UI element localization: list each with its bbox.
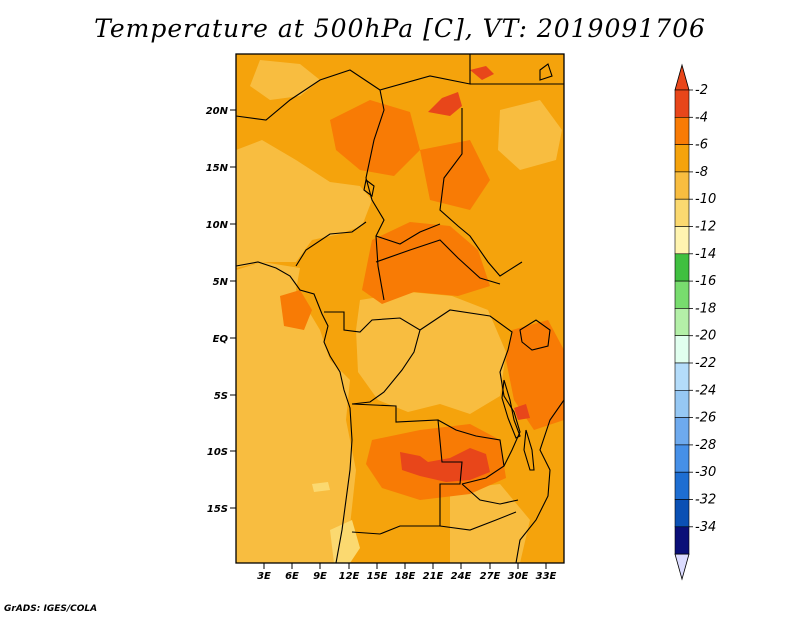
colorbar-swatch [674,144,690,173]
grads-credit: GrADS: IGES/COLA [4,604,98,614]
lon-label: 24E [451,571,472,582]
west-africa-coast [236,261,353,563]
colorbar-swatch [674,389,690,418]
field-hot-zambia [400,448,490,482]
lon-labels: 3E 6E 9E 12E 15E 18E 21E 24E 27E 30E 33E [257,571,556,582]
colorbar-swatch [674,308,690,336]
egypt-sudan-border [439,83,564,277]
colorbar-swatch [674,362,690,391]
field-cool-east [498,100,562,170]
field-warm-sudan [420,140,490,210]
lon-label: 27E [480,571,501,582]
colorbar-label: -24 [695,383,716,398]
field-cool-congo [356,292,506,414]
colorbar-label: -4 [695,110,708,125]
lat-label: 5N [213,277,229,288]
central-africa-borders [324,311,421,405]
colorbar-swatch [674,198,690,227]
colorbar-label: -20 [695,329,716,344]
zambia-border [437,419,505,485]
axis-ticks [230,109,547,569]
colorbar-label: -34 [695,520,716,535]
lat-labels: 20N 15N 10N 5N EQ 5S 10S 15S [206,106,229,515]
colorbar-swatch [674,417,690,446]
chad-car-border [375,223,501,285]
colorbar-swatch [674,335,690,364]
lon-label: 15E [367,571,388,582]
colorbar-swatch [674,526,690,555]
lon-label: 12E [339,571,360,582]
lat-label: 10S [207,447,228,458]
colorbar-label: -8 [695,165,708,180]
lon-label: 6E [285,571,299,582]
colorbar-label: -2 [695,83,708,98]
field-cool-west-sahel [236,140,372,268]
colorbar-top-arrow [674,63,690,91]
chart-title: Temperature at 500hPa [C], VT: 201909170… [94,14,706,43]
colorbar-label: -28 [695,438,716,453]
colorbar-swatch [674,444,690,473]
field-warm-gabon [280,290,312,330]
zambia-zimbabwe-border [439,483,519,531]
field-cooler-patch-angola [312,482,330,492]
lake-malawi [523,429,535,471]
temperature-field [236,54,564,563]
colorbar-swatch [674,253,690,282]
lat-label: 20N [206,106,229,117]
red-sea-coast [539,63,553,81]
colorbar-swatch [674,117,690,145]
nigeria-border [295,221,367,267]
colorbar: -2 -4 -6 -8 -10 -12 -14 -16 -18 -20 -22 -24 -26 -28 -3… [674,63,716,581]
colorbar-swatch [674,499,690,528]
colorbar-label: -14 [695,247,716,262]
field-warm-east-africa [506,320,564,430]
field-hot-libya [470,66,494,80]
mozambique-coast [515,399,564,563]
colorbar-label: -30 [695,465,716,480]
colorbar-swatch [674,280,690,309]
colorbar-label: -32 [695,493,716,508]
lon-label: 3E [257,571,271,582]
lat-label: 10N [206,220,229,231]
lat-label: 5S [214,391,228,402]
lon-label: 9E [313,571,327,582]
colorbar-label: -26 [695,411,716,426]
colorbar-label: -12 [695,220,716,235]
colorbar-swatch [674,226,690,255]
colorbar-bottom-arrow [674,553,690,581]
lat-label: 15S [207,504,228,515]
field-cool-north [250,60,320,100]
colorbar-swatch [674,471,690,500]
colorbar-swatch [674,89,690,118]
map-frame [235,53,565,564]
colorbar-label: -22 [695,356,716,371]
lake-tanganyika [501,379,521,439]
coastlines-borders [236,54,564,563]
lon-label: 18E [395,571,416,582]
sahara-border-west [236,69,385,301]
colorbar-label: -10 [695,192,716,207]
lon-label: 30E [508,571,529,582]
field-cool-southeast [450,484,530,563]
lon-label: 33E [536,571,557,582]
colorbar-swatch [674,171,690,200]
sahara-border-mid [379,54,471,91]
lon-label: 21E [423,571,444,582]
lat-label: EQ [213,334,229,345]
lat-label: 15N [206,163,229,174]
lake-chad [363,179,375,197]
drc-east-border [419,309,521,467]
lake-victoria [519,319,551,351]
angola-border [351,403,463,535]
field-hot-malawi [514,404,530,420]
colorbar-label: -6 [695,138,708,153]
colorbar-label: -18 [695,301,716,316]
field-hot-egypt [428,92,462,116]
colorbar-label: -16 [695,274,716,289]
